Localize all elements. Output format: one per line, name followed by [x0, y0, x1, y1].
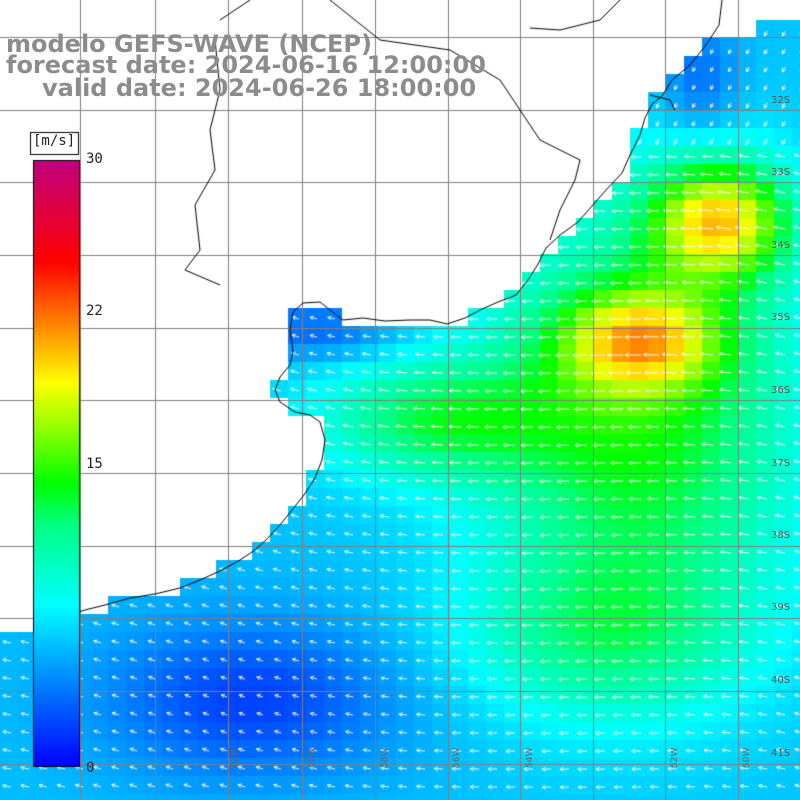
lon-label-56w: 56W — [452, 747, 462, 768]
lon-label-62w: 62W — [230, 747, 240, 768]
colorbar-tick-0: 0 — [86, 760, 95, 776]
lat-label-41s: 41S — [771, 748, 791, 759]
valid-date: valid date: 2024-06-26 18:00:00 — [42, 74, 477, 102]
lon-label-60w: 60W — [307, 747, 317, 768]
lat-label-33s: 33S — [771, 167, 791, 178]
lat-label-36s: 36S — [771, 385, 791, 396]
lat-label-40s: 40S — [771, 675, 791, 686]
lon-label-54w: 54W — [525, 747, 535, 768]
forecast-date: forecast date: 2024-06-16 12:00:00 — [6, 51, 486, 79]
lat-label-39s: 39S — [771, 602, 791, 613]
lat-label-32s: 32S — [771, 95, 791, 106]
lat-label-37s: 37S — [771, 458, 791, 469]
lon-label-58w: 58W — [380, 747, 390, 768]
colorbar-tick-15: 15 — [86, 456, 103, 472]
colorbar-tick-22: 22 — [86, 303, 103, 319]
model-title: modelo GEFS-WAVE (NCEP) — [6, 30, 372, 58]
colorbar-tick-30: 30 — [86, 151, 103, 167]
lat-label-34s: 34S — [771, 240, 791, 251]
colorbar-unit: [m/s] — [33, 133, 76, 149]
lon-label-52w: 52W — [670, 747, 680, 768]
lat-label-35s: 35S — [771, 312, 791, 323]
lat-label-38s: 38S — [771, 530, 791, 541]
lon-label-50w: 50W — [742, 747, 752, 768]
